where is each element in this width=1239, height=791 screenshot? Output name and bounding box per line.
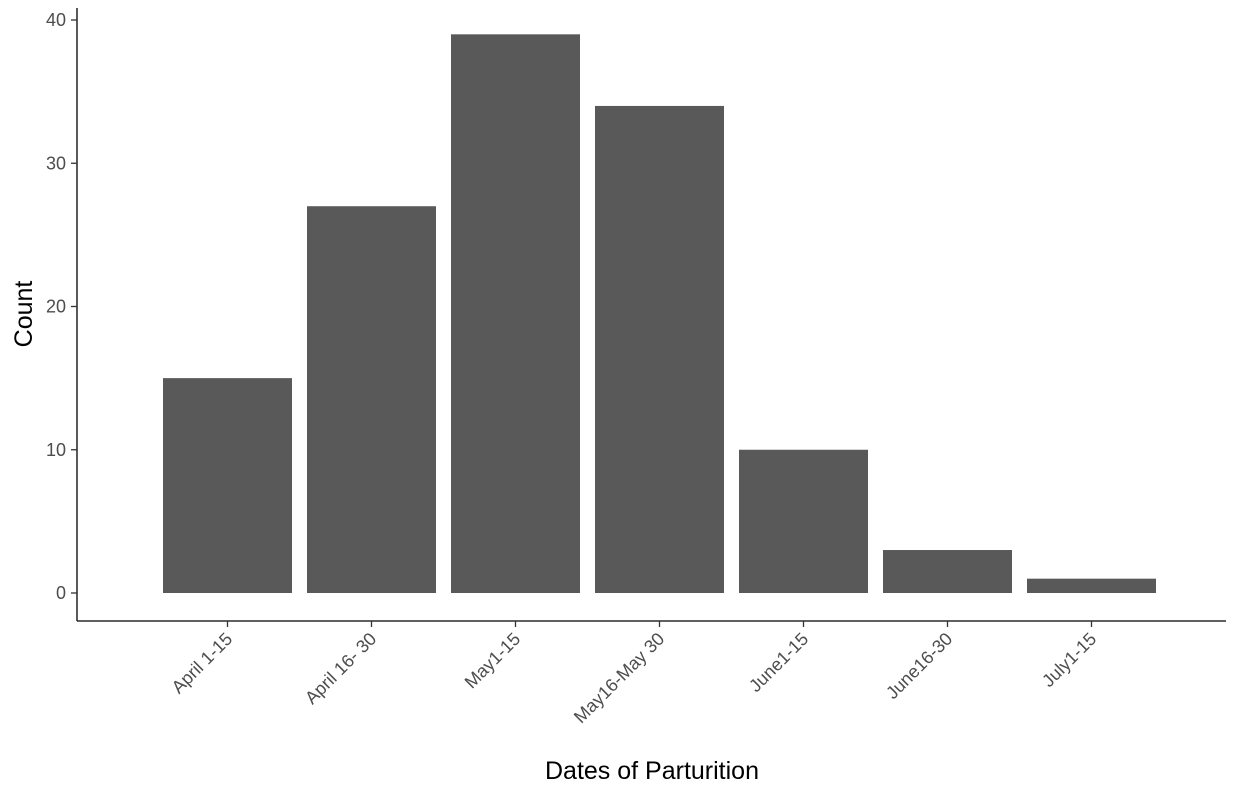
y-tick-label: 20 <box>46 297 66 317</box>
x-tick-label: April 16- 30 <box>301 629 380 708</box>
bar-1 <box>307 206 436 593</box>
bar-6 <box>1027 578 1156 593</box>
x-axis-title: Dates of Parturition <box>545 757 759 785</box>
y-tick-label: 40 <box>46 10 66 30</box>
y-tick-label: 10 <box>46 440 66 460</box>
bar-2 <box>451 34 580 593</box>
y-tick-label: 30 <box>46 153 66 173</box>
x-tick-label: July1-15 <box>1038 629 1100 691</box>
bar-3 <box>595 105 724 593</box>
x-tick-label: April 1-15 <box>168 629 237 698</box>
x-tick-label: May16-May 30 <box>570 629 668 727</box>
bars-group <box>163 34 1156 593</box>
bar-4 <box>739 449 868 593</box>
y-axis-title: Count <box>10 281 38 348</box>
y-tick-label: 0 <box>56 583 66 603</box>
x-tick-label: June1-15 <box>745 629 812 696</box>
bar-5 <box>883 550 1012 593</box>
y-axis-ticks: 0 10 20 30 40 <box>46 10 77 603</box>
bar-0 <box>163 378 292 593</box>
x-axis-ticks: April 1-15 April 16- 30 May1-15 May16-May 3… <box>168 621 1100 727</box>
x-tick-label: June16-30 <box>882 629 956 703</box>
x-tick-label: May1-15 <box>461 629 525 693</box>
